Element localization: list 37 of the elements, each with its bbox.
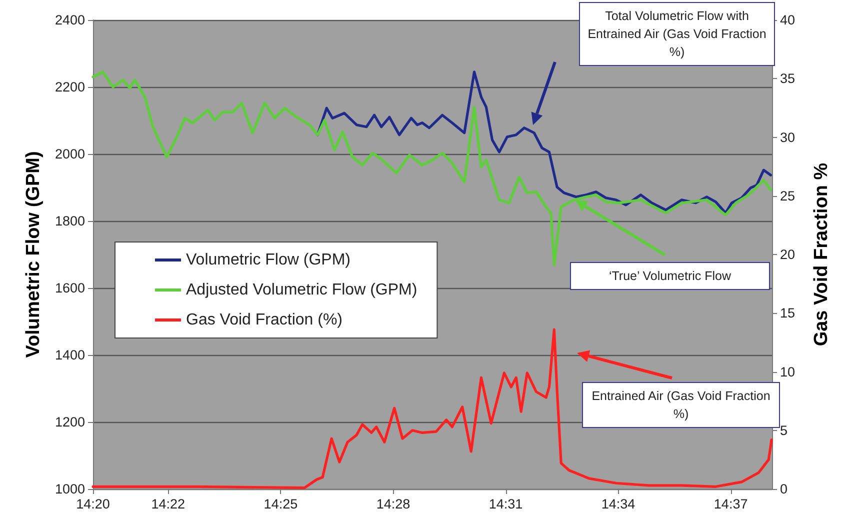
callout-box: ‘True’ Volumetric Flow	[570, 262, 770, 290]
y2-tick-label: 40	[780, 12, 796, 28]
x-tick-label: 14:34	[601, 496, 636, 512]
y2-tick-label: 25	[780, 188, 796, 204]
y2-tick-label: 10	[780, 364, 796, 380]
x-tick-label: 14:31	[488, 496, 523, 512]
y2-tick-label: 20	[780, 247, 796, 262]
callout-box: Entrained Air (Gas Void Fraction %)	[582, 382, 780, 428]
y-axis-title: Volumetric Flow (GPM)	[23, 151, 44, 358]
y2-axis-title: Gas Void Fraction %	[811, 162, 832, 346]
annotation: ‘True’ Volumetric Flow	[608, 269, 732, 283]
y-tick-label: 1600	[54, 280, 85, 296]
x-tick-label: 14:20	[76, 496, 110, 512]
line-series	[316, 70, 772, 214]
y-tick-label: 2200	[54, 80, 85, 94]
callout-box: Total Volumetric Flow with Entrained Air (Gas Void Fraction %)	[579, 2, 775, 66]
legend-label: Volumetric Flow (GPM)	[186, 252, 350, 268]
y-tick-label: 1200	[54, 414, 85, 430]
legend-label: Gas Void Fraction (%)	[186, 312, 342, 328]
y-tick-label: 2400	[54, 12, 85, 28]
y2-tick-label: 15	[780, 306, 796, 321]
x-tick-label: 14:25	[264, 496, 298, 512]
x-tick-label: 14:22	[151, 496, 186, 512]
y2-tick-label: 5	[780, 422, 788, 438]
y2-tick-label: 30	[780, 130, 796, 145]
y-tick-label: 1000	[54, 482, 85, 496]
y-tick-label: 1400	[54, 348, 85, 362]
y2-tick-label: 0	[780, 482, 788, 496]
y-tick-label: 2000	[54, 146, 85, 162]
y-tick-label: 1800	[54, 214, 85, 228]
legend-label: Adjusted Volumetric Flow (GPM)	[186, 282, 418, 298]
x-tick-label: 14:37	[714, 496, 748, 512]
y2-tick-label: 35	[780, 71, 796, 86]
annotation: Total Volumetric Flow with Entrained Air (Gas Void Fraction %)	[588, 9, 766, 60]
x-tick-label: 14:28	[376, 496, 410, 512]
line-series	[92, 70, 772, 266]
annotation: Entrained Air (Gas Void Fraction %)	[592, 389, 770, 422]
